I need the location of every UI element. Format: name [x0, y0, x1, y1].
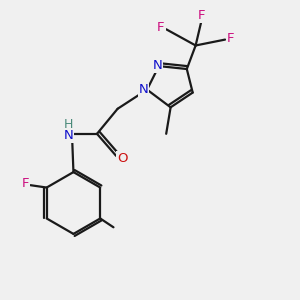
- Text: F: F: [198, 9, 205, 22]
- Text: N: N: [64, 129, 73, 142]
- Text: F: F: [226, 32, 234, 45]
- Text: H: H: [64, 118, 73, 131]
- Text: F: F: [21, 177, 29, 190]
- Text: N: N: [152, 59, 162, 72]
- Text: O: O: [117, 152, 127, 165]
- Text: N: N: [139, 82, 148, 95]
- Text: F: F: [157, 21, 165, 34]
